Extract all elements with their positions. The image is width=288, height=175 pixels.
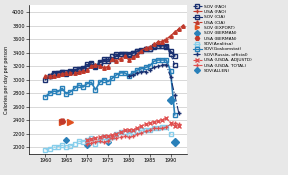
Y-axis label: Calories per day per person: Calories per day per person bbox=[4, 46, 9, 114]
Legend: SOV (FAO), USA (FAO), SOV (CIA), USA (CIA), SOV (EXPORT), SOV (BERMAN), USA (BER: SOV (FAO), USA (FAO), SOV (CIA), USA (CI… bbox=[193, 5, 252, 73]
